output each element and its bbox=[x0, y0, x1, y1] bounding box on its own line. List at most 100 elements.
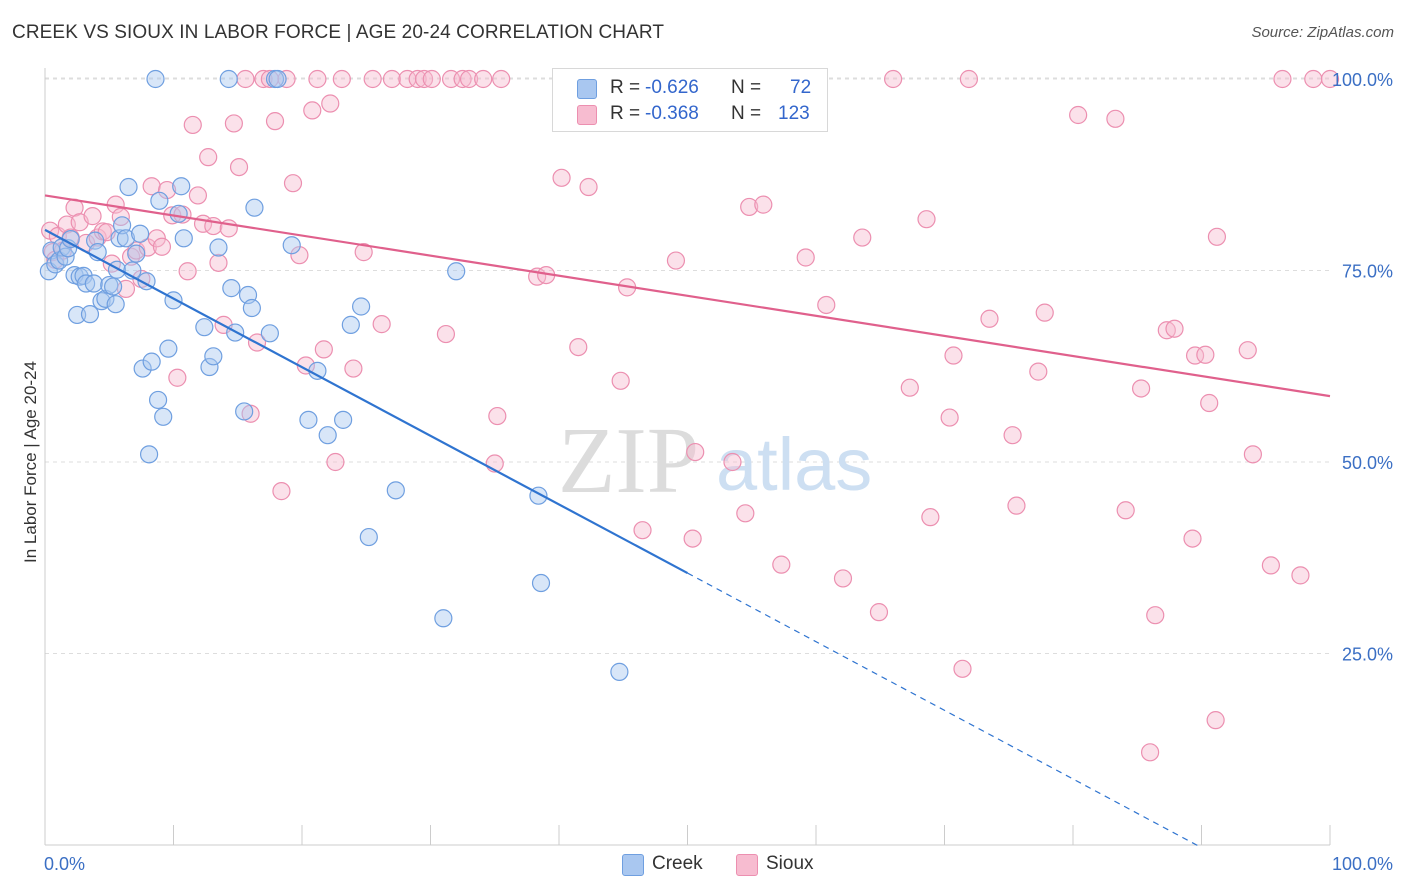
sioux-point-99 bbox=[921, 508, 940, 527]
sioux-point-86 bbox=[723, 452, 742, 472]
sioux-point-53 bbox=[314, 340, 333, 359]
watermark: ZIP atlas bbox=[558, 409, 872, 513]
sioux-point-90 bbox=[772, 555, 791, 574]
sioux-point-117 bbox=[1183, 529, 1202, 548]
creek-point-35 bbox=[148, 390, 168, 410]
watermark-atlas: atlas bbox=[716, 423, 872, 506]
legend-row-creek: R = -0.626 N = 72 bbox=[577, 75, 817, 101]
sioux-point-72 bbox=[492, 69, 511, 89]
sioux-point-71 bbox=[488, 406, 507, 426]
sioux-point-59 bbox=[363, 69, 382, 89]
sioux-point-66 bbox=[436, 324, 456, 344]
creek-swatch bbox=[577, 79, 597, 99]
sioux-point-85 bbox=[686, 442, 705, 462]
sioux-point-115 bbox=[1157, 321, 1176, 340]
sioux-point-88 bbox=[740, 197, 759, 217]
creek-point-21 bbox=[106, 295, 125, 314]
sioux-point-105 bbox=[1003, 426, 1022, 445]
sioux-point-127 bbox=[1291, 566, 1310, 585]
sioux-point-24 bbox=[152, 237, 172, 256]
sioux-r-label: R = bbox=[610, 103, 641, 124]
sioux-point-120 bbox=[1200, 393, 1219, 413]
sioux-point-124 bbox=[1243, 445, 1263, 464]
creek-point-50 bbox=[235, 402, 254, 421]
sioux-point-98 bbox=[917, 210, 936, 229]
sioux-point-30 bbox=[183, 115, 202, 135]
creek-point-62 bbox=[341, 315, 360, 334]
sioux-point-125 bbox=[1261, 556, 1280, 575]
sioux-point-118 bbox=[1185, 346, 1205, 365]
sioux-point-89 bbox=[754, 195, 773, 214]
sioux-point-78 bbox=[569, 338, 588, 357]
sioux-point-38 bbox=[224, 114, 243, 133]
sioux-point-83 bbox=[666, 251, 686, 270]
bottom-sioux-label: Sioux bbox=[766, 853, 814, 874]
sioux-point-122 bbox=[1207, 227, 1227, 246]
axis-labels: 25.0% 50.0% 75.0% 100.0% 0.0% 100.0% In Labor … bbox=[21, 70, 1393, 874]
sioux-point-128 bbox=[1304, 69, 1323, 89]
creek-point-29 bbox=[130, 224, 150, 243]
sioux-point-48 bbox=[283, 174, 303, 193]
sioux-point-54 bbox=[321, 94, 340, 113]
sioux-point-121 bbox=[1206, 711, 1225, 730]
creek-trend-extension bbox=[687, 572, 1202, 849]
sioux-point-45 bbox=[265, 112, 285, 131]
bottom-creek-swatch bbox=[622, 854, 644, 876]
sioux-n-label: N = bbox=[731, 103, 762, 124]
creek-point-63 bbox=[352, 297, 371, 316]
creek-point-7 bbox=[61, 229, 80, 249]
sioux-point-95 bbox=[869, 603, 889, 622]
creek-point-59 bbox=[308, 361, 327, 380]
bottom-sioux-swatch bbox=[736, 854, 758, 876]
sioux-point-100 bbox=[940, 408, 959, 427]
creek-n-label: N = bbox=[731, 77, 762, 98]
creek-point-38 bbox=[159, 339, 178, 358]
x-tick-label-max: 100.0% bbox=[1332, 854, 1393, 874]
sioux-point-92 bbox=[817, 295, 836, 315]
creek-point-69 bbox=[531, 573, 551, 593]
sioux-point-96 bbox=[883, 69, 903, 89]
sioux-point-110 bbox=[1106, 109, 1125, 128]
sioux-point-69 bbox=[459, 69, 479, 89]
creek-point-26 bbox=[119, 177, 138, 197]
sioux-point-108 bbox=[1035, 303, 1054, 322]
creek-point-65 bbox=[386, 481, 405, 500]
sioux-point-68 bbox=[453, 69, 472, 89]
creek-point-66 bbox=[434, 609, 453, 628]
sioux-point-107 bbox=[1029, 362, 1048, 381]
sioux-point-93 bbox=[833, 569, 853, 588]
sioux-point-84 bbox=[683, 529, 702, 548]
sioux-point-102 bbox=[953, 659, 972, 678]
sioux-trend-line bbox=[44, 194, 1331, 398]
creek-point-60 bbox=[318, 426, 337, 445]
sioux-point-39 bbox=[229, 157, 249, 177]
creek-point-64 bbox=[359, 527, 378, 547]
sioux-point-31 bbox=[188, 186, 208, 205]
sioux-point-119 bbox=[1196, 345, 1215, 364]
creek-point-33 bbox=[142, 352, 161, 371]
sioux-point-79 bbox=[579, 177, 598, 197]
correlation-legend: R = -0.626 N = 72 R = -0.368 N = 123 bbox=[552, 68, 828, 132]
creek-point-12 bbox=[77, 274, 96, 293]
sioux-point-57 bbox=[344, 359, 363, 378]
creek-point-36 bbox=[150, 191, 169, 210]
creek-point-46 bbox=[209, 238, 228, 257]
creek-point-20 bbox=[104, 277, 123, 296]
creek-point-37 bbox=[154, 407, 173, 426]
sioux-point-64 bbox=[414, 69, 434, 89]
creek-point-43 bbox=[195, 318, 214, 337]
creek-r-value: -0.626 bbox=[645, 77, 699, 98]
sioux-point-82 bbox=[633, 521, 652, 540]
sioux-point-65 bbox=[422, 69, 441, 89]
creek-point-45 bbox=[204, 347, 223, 366]
creek-point-53 bbox=[245, 198, 264, 217]
creek-point-70 bbox=[610, 662, 629, 681]
creek-point-22 bbox=[107, 260, 127, 279]
sioux-point-49 bbox=[290, 246, 309, 265]
sioux-point-111 bbox=[1116, 501, 1135, 520]
sioux-point-58 bbox=[354, 243, 373, 262]
sioux-point-63 bbox=[408, 69, 427, 89]
bottom-creek-label: Creek bbox=[652, 853, 703, 874]
creek-point-41 bbox=[172, 177, 191, 196]
